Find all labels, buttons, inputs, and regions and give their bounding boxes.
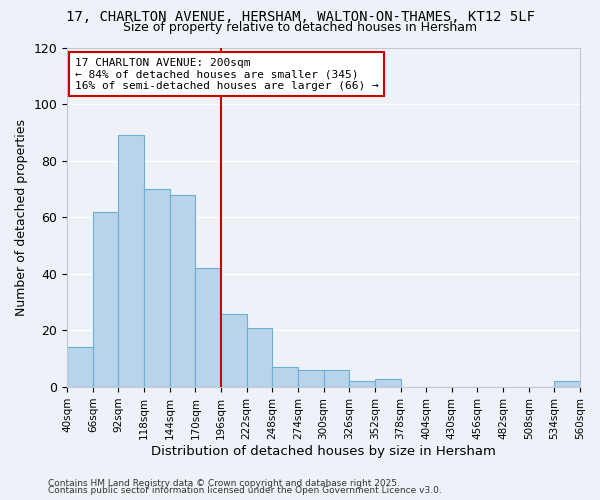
Text: Contains HM Land Registry data © Crown copyright and database right 2025.: Contains HM Land Registry data © Crown c… bbox=[48, 478, 400, 488]
Text: 17 CHARLTON AVENUE: 200sqm
← 84% of detached houses are smaller (345)
16% of sem: 17 CHARLTON AVENUE: 200sqm ← 84% of deta… bbox=[75, 58, 379, 91]
Text: Contains public sector information licensed under the Open Government Licence v3: Contains public sector information licen… bbox=[48, 486, 442, 495]
Text: Size of property relative to detached houses in Hersham: Size of property relative to detached ho… bbox=[123, 21, 477, 34]
Bar bbox=[247, 328, 272, 387]
Bar bbox=[93, 212, 118, 387]
Bar bbox=[272, 368, 298, 387]
Bar bbox=[144, 189, 170, 387]
Bar bbox=[67, 348, 93, 387]
Text: 17, CHARLTON AVENUE, HERSHAM, WALTON-ON-THAMES, KT12 5LF: 17, CHARLTON AVENUE, HERSHAM, WALTON-ON-… bbox=[65, 10, 535, 24]
Bar bbox=[196, 268, 221, 387]
Bar bbox=[349, 382, 375, 387]
Bar bbox=[554, 382, 580, 387]
Bar bbox=[375, 378, 401, 387]
Y-axis label: Number of detached properties: Number of detached properties bbox=[15, 119, 28, 316]
Bar bbox=[323, 370, 349, 387]
Bar bbox=[298, 370, 323, 387]
Bar bbox=[170, 194, 196, 387]
X-axis label: Distribution of detached houses by size in Hersham: Distribution of detached houses by size … bbox=[151, 444, 496, 458]
Bar bbox=[221, 314, 247, 387]
Bar bbox=[118, 135, 144, 387]
